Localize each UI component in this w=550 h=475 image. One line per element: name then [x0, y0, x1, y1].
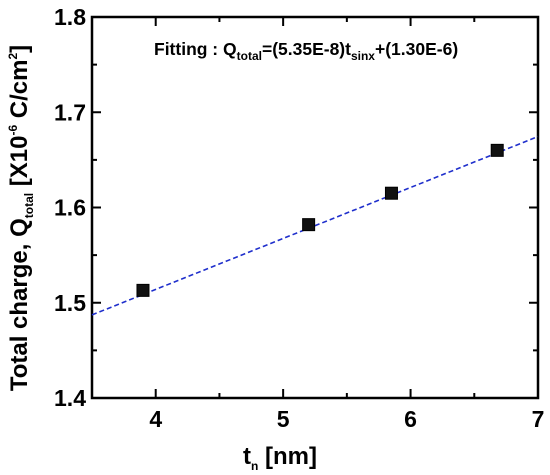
x-tick-label: 4: [149, 406, 162, 432]
y-tick-label: 1.6: [54, 195, 86, 221]
y-axis-title: Total charge, Qtotal [X10-6 C/cm2]: [6, 45, 36, 391]
data-point: [302, 218, 316, 232]
y-tick-label: 1.7: [54, 99, 86, 125]
data-points: [136, 143, 504, 297]
x-tick-label: 5: [277, 406, 290, 432]
plot-frame: [90, 15, 540, 400]
fit-equation: Fitting : Qtotal=(5.35E-8)tsinx+(1.30E-6…: [154, 39, 458, 63]
data-point: [136, 283, 150, 297]
y-tick-label: 1.8: [54, 4, 86, 30]
y-tick-label: 1.5: [54, 290, 86, 316]
axis-ticks: 4 5 6 7 1.4 1.5 1.6 1.7 1.8: [54, 4, 544, 432]
data-point: [384, 186, 398, 200]
x-tick-label: 6: [404, 406, 417, 432]
x-axis-title: tn [nm]: [243, 443, 317, 473]
data-point: [490, 143, 504, 157]
plot-area: [90, 15, 540, 400]
y-tick-label: 1.4: [54, 385, 86, 411]
x-tick-label: 7: [532, 406, 545, 432]
